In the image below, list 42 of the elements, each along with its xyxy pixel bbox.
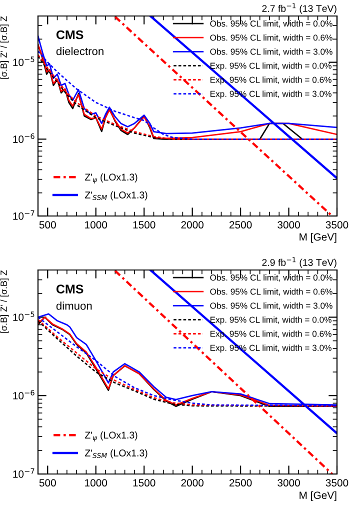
x-tick-label: 1500 <box>133 221 156 229</box>
legend-label: Obs. 95% CL limit, width = 3.0% <box>210 302 332 310</box>
x-tick-label: 1000 <box>85 479 108 487</box>
x-tick-label: 500 <box>39 221 56 229</box>
x-tick-label: 2000 <box>181 479 204 487</box>
legend-label: Obs. 95% CL limit, width = 0.0% <box>210 274 332 282</box>
legend-label: Z'$_{SSM}$ (LOx1.3) <box>84 191 148 200</box>
chart-title: 2.9 fb$^{−1}$ (13 TeV) <box>262 257 336 268</box>
legend-label: Z'$_{ψ}$ (LOx1.3) <box>84 173 138 184</box>
x-tick-label: 3500 <box>326 221 348 229</box>
y-tick-label: 10$^{−7}$ <box>13 210 34 220</box>
y-axis-title: [σ.B] Z' / [σ.B] Z <box>0 16 9 79</box>
annotation: dimuon <box>56 302 92 310</box>
x-axis-title: M [GeV] <box>300 233 336 243</box>
x-tick-label: 1500 <box>133 479 156 487</box>
x-tick-label: 1000 <box>85 221 108 229</box>
y-tick-label: 10$^{−6}$ <box>13 133 34 143</box>
x-axis-title: M [GeV] <box>300 491 336 502</box>
x-tick-label: 2500 <box>229 479 252 487</box>
legend-label: Exp. 95% CL limit, width = 0.0% <box>210 62 332 70</box>
annotation: dielectron <box>56 47 104 56</box>
x-tick-label: 3000 <box>278 221 300 229</box>
x-tick-label: 2000 <box>181 221 204 229</box>
legend-label: Z'$_{SSM}$ (LOx1.3) <box>84 449 148 458</box>
legend-label: Exp. 95% CL limit, width = 0.0% <box>210 316 332 324</box>
y-tick-label: 10$^{−6}$ <box>13 390 34 400</box>
legend-label: Obs. 95% CL limit, width = 0.0% <box>210 20 332 28</box>
legend-label: Obs. 95% CL limit, width = 0.6% <box>210 288 332 296</box>
x-tick-label: 3500 <box>326 479 348 487</box>
legend-label: Z'$_{ψ}$ (LOx1.3) <box>84 431 138 442</box>
x-tick-label: 500 <box>39 479 56 487</box>
y-tick-label: 10$^{−5}$ <box>13 56 34 66</box>
y-axis-title: [σ.B] Z' / [σ.B] Z <box>0 270 9 333</box>
x-tick-label: 2500 <box>229 221 252 229</box>
y-tick-label: 10$^{−5}$ <box>13 312 34 322</box>
annotation: CMS <box>56 284 84 294</box>
chart-title: 2.7 fb$^{−1}$ (13 TeV) <box>262 3 336 14</box>
x-tick-label: 3000 <box>278 479 300 487</box>
annotation: CMS <box>56 30 84 40</box>
legend-label: Obs. 95% CL limit, width = 0.6% <box>210 34 332 42</box>
y-tick-label: 10$^{−7}$ <box>13 468 34 478</box>
legend-label: Obs. 95% CL limit, width = 3.0% <box>210 48 332 56</box>
